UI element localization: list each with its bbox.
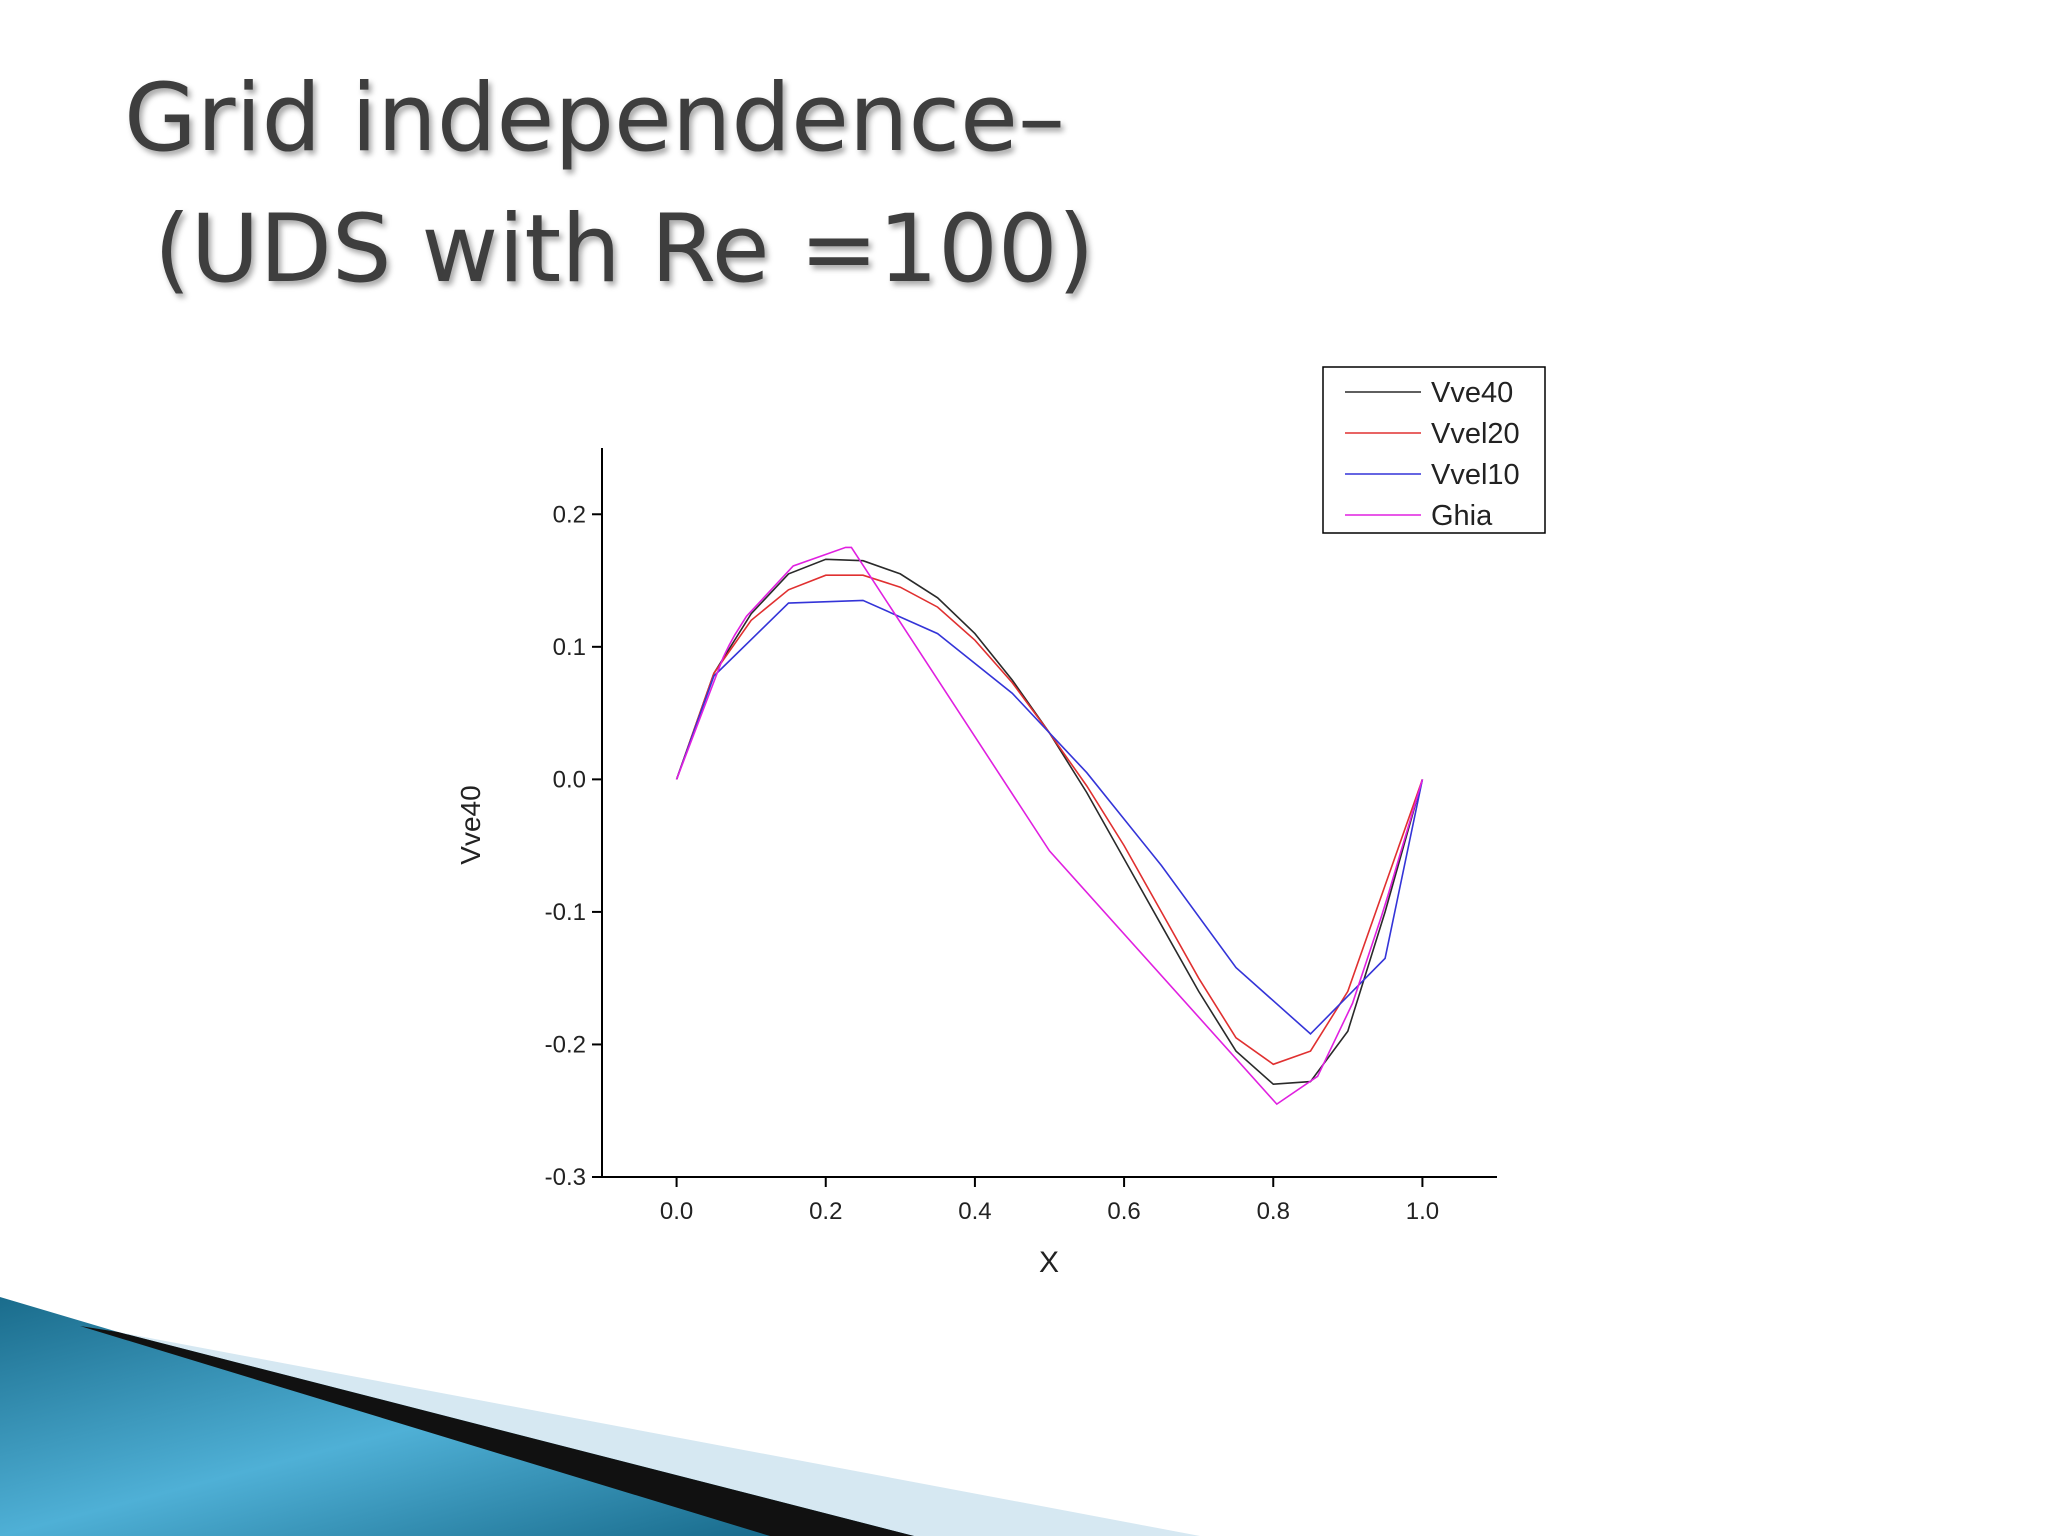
legend-label: Vvel20 xyxy=(1431,418,1520,450)
legend-label: Vve40 xyxy=(1431,377,1513,409)
decor-blue-band xyxy=(0,1297,914,1536)
x-tick-label: 0.0 xyxy=(660,1198,693,1225)
chart: X Vve40 -0.3 -0.2 -0.1 0.0 0.1 0.2 0.0 0.2 0.4 0.… xyxy=(455,366,1546,1279)
decor-pale-band xyxy=(118,1332,1200,1536)
slide-title: (UDS with Re =100) xyxy=(154,195,1094,304)
series-line xyxy=(675,599,1424,1036)
series-line xyxy=(675,574,1424,1066)
y-axis-label: Vve40 xyxy=(455,785,486,864)
series-line xyxy=(675,558,1424,1086)
series-line xyxy=(675,546,1424,1106)
x-tick-label: 0.6 xyxy=(1107,1198,1140,1225)
y-tick-label: 0.1 xyxy=(553,634,586,661)
decor-black-stripe xyxy=(80,1326,914,1536)
legend-label: Ghia xyxy=(1431,500,1493,532)
y-tick-label: -0.2 xyxy=(545,1031,586,1058)
x-tick-label: 1.0 xyxy=(1406,1198,1439,1225)
x-tick-label: 0.4 xyxy=(958,1198,991,1225)
slide-title: Grid independence– xyxy=(124,64,1065,173)
x-tick-label: 0.8 xyxy=(1257,1198,1290,1225)
x-tick-label: 0.2 xyxy=(809,1198,842,1225)
x-axis-label: X xyxy=(1039,1246,1059,1279)
y-tick-label: -0.1 xyxy=(545,899,586,926)
y-tick-label: -0.3 xyxy=(545,1164,586,1191)
legend-box xyxy=(1322,366,1546,534)
y-tick-label: 0.0 xyxy=(553,766,586,793)
legend-label: Vvel10 xyxy=(1431,459,1520,491)
y-tick-label: 0.2 xyxy=(553,501,586,528)
